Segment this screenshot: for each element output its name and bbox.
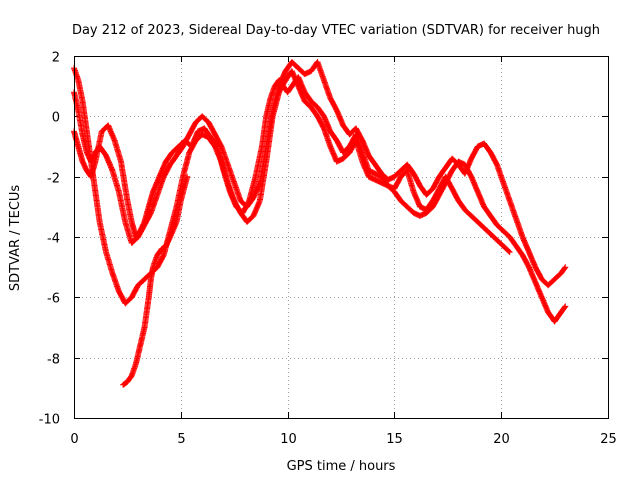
series-line	[73, 67, 566, 322]
series-plus-markers	[71, 65, 569, 325]
y-tick-label: 0	[52, 111, 60, 126]
series-plus-markers	[71, 59, 569, 289]
y-tick-label: -10	[39, 413, 60, 428]
series-plus-markers	[120, 173, 191, 388]
x-tick-label: 10	[280, 432, 297, 447]
x-tick-label: 20	[493, 432, 510, 447]
y-tick-label: -8	[47, 353, 60, 368]
x-tick-label: 15	[386, 432, 403, 447]
series-line	[73, 61, 566, 286]
x-axis-label: GPS time / hours	[287, 459, 396, 474]
series-trace-d	[120, 173, 191, 388]
series-trace-c	[71, 59, 569, 289]
y-tick-label: -4	[47, 232, 60, 247]
series-trace-b	[71, 65, 569, 325]
x-tick-label: 0	[70, 432, 78, 447]
x-tick-label: 5	[177, 432, 185, 447]
y-tick-label: -6	[47, 292, 60, 307]
y-axis-label: SDTVAR / TECUs	[8, 185, 23, 292]
grid-lines	[74, 56, 608, 418]
series-line	[73, 76, 511, 253]
data-series	[71, 59, 569, 388]
chart-title: Day 212 of 2023, Sidereal Day-to-day VTE…	[72, 23, 600, 38]
plot-frame	[74, 56, 609, 419]
y-tick-label: -2	[47, 172, 60, 187]
x-tick-label: 25	[600, 432, 617, 447]
y-tick-label: 2	[52, 51, 60, 66]
